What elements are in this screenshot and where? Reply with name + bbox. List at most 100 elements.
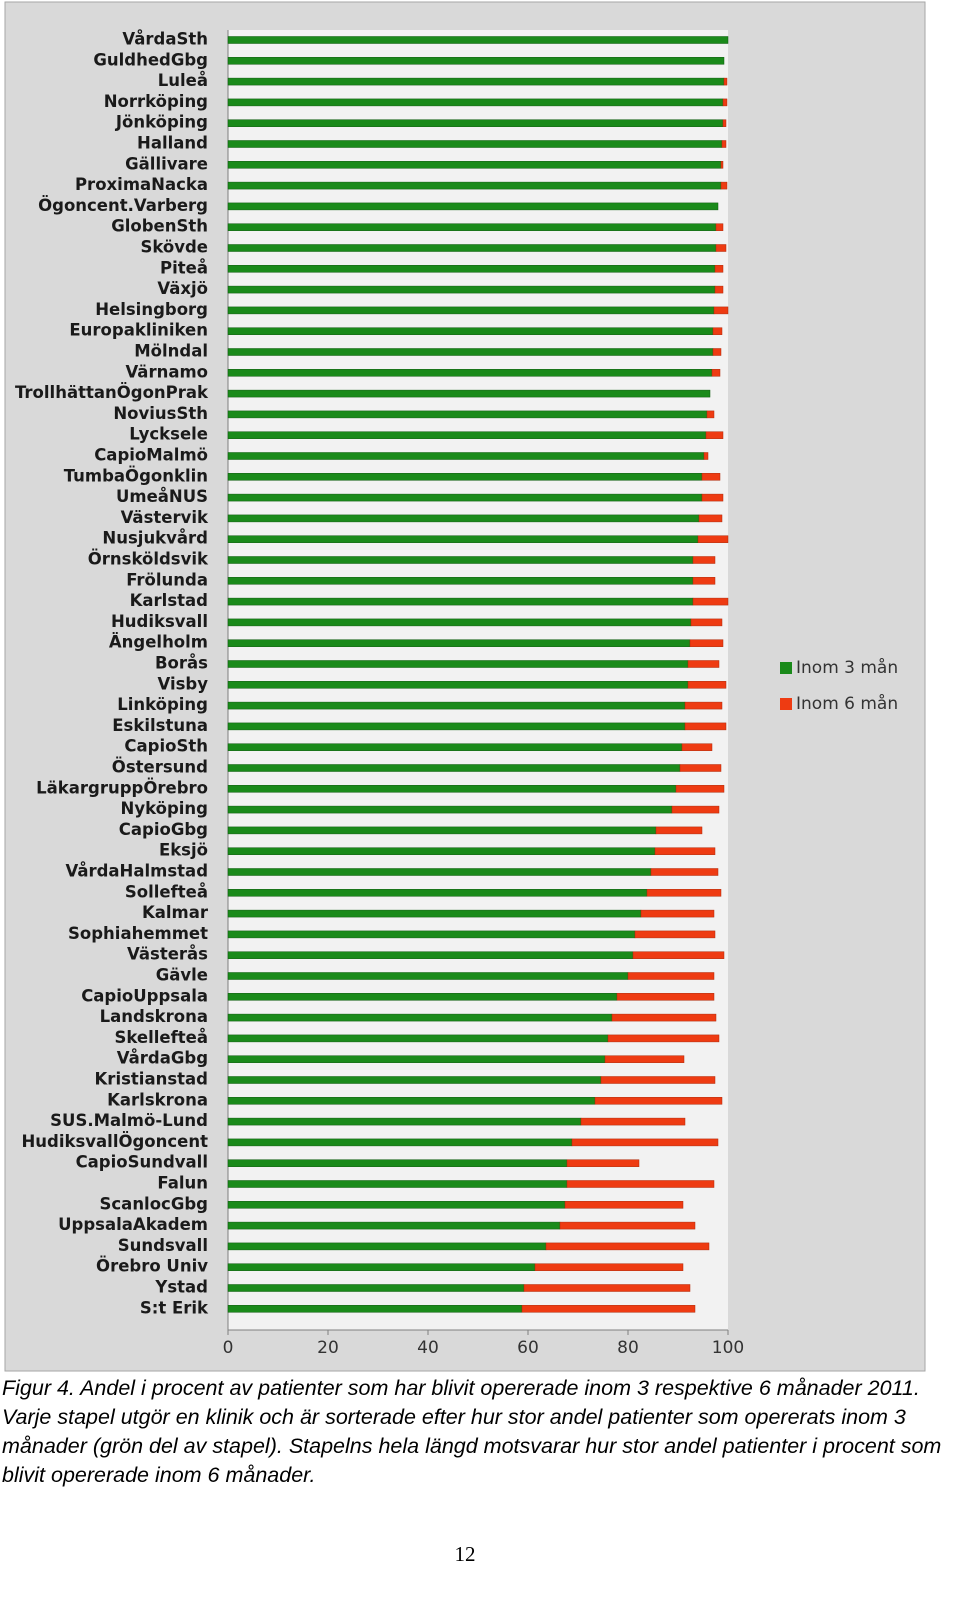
x-tick-label: 100 [712, 1338, 744, 1358]
bar-segment [227, 1180, 568, 1188]
y-tick-label: Luleå [158, 71, 208, 90]
y-tick-label: Gällivare [125, 154, 208, 173]
y-tick-label: Östersund [112, 758, 208, 777]
y-tick-label: VårdaGbg [117, 1049, 208, 1068]
bar-segment [712, 327, 723, 335]
bar-segment [523, 1284, 691, 1292]
y-tick-label: Nusjukvård [102, 529, 208, 548]
bar-segment [227, 1263, 536, 1271]
bar-segment [671, 805, 720, 814]
y-tick-label: Jönköping [115, 113, 208, 132]
bar-segment [227, 556, 694, 564]
y-tick-label: GlobenSth [111, 217, 208, 236]
y-tick-label: Sophiahemmet [68, 924, 208, 943]
bar-segment [227, 161, 722, 169]
bar-segment [227, 660, 689, 668]
bar-segment [627, 972, 715, 980]
bar-segment [571, 1138, 719, 1147]
bar-segment [714, 265, 724, 273]
bar-segment [720, 181, 728, 190]
y-tick-label: Linköping [117, 695, 208, 714]
bar-segment [227, 764, 681, 772]
bar-segment [706, 410, 715, 419]
bar-segment [650, 868, 719, 876]
bar-segment [227, 639, 691, 647]
bar-segment [227, 327, 714, 335]
y-tick-label: CapioSth [124, 737, 208, 756]
y-tick-label: Karlstad [130, 591, 208, 610]
bar-segment [227, 98, 724, 107]
y-tick-label: Europakliniken [69, 321, 208, 340]
legend-swatch [780, 698, 792, 710]
y-tick-label: NoviusSth [113, 404, 208, 423]
bar-segment [227, 1076, 602, 1084]
bar-segment [227, 743, 683, 751]
y-tick-label: CapioMalmö [94, 446, 208, 465]
bar-segment [701, 473, 721, 481]
bar-segment [227, 930, 636, 939]
bar-segment [227, 140, 723, 148]
bar-segment [654, 847, 716, 855]
bar-segment [689, 639, 724, 647]
bar-segment [675, 785, 725, 793]
y-tick-label: VårdaSth [122, 30, 208, 49]
legend-label: Inom 6 mån [796, 693, 898, 714]
y-tick-label: Norrköping [104, 92, 208, 111]
bar-segment [227, 909, 642, 918]
bar-segment [715, 223, 724, 231]
y-tick-label: CapioUppsala [81, 986, 208, 1005]
bar-segment [227, 597, 694, 606]
bar-segment [227, 681, 689, 689]
y-tick-label: HudiksvallÖgoncent [21, 1132, 208, 1151]
bar-segment [227, 57, 725, 65]
bar-segment [521, 1305, 696, 1313]
bar-segment [227, 514, 700, 523]
bar-segment [227, 951, 634, 959]
y-tick-label: CapioGbg [119, 820, 208, 839]
bar-segment [227, 1138, 573, 1147]
bar-segment [681, 743, 713, 751]
bar-segment [687, 681, 727, 689]
bar-segment [227, 1097, 596, 1105]
bar-segment [227, 1034, 609, 1043]
bar-segment [684, 722, 727, 731]
y-tick-label: Västervik [121, 508, 209, 527]
y-tick-label: UppsalaAkadem [58, 1215, 208, 1234]
y-tick-label: CapioSundvall [76, 1153, 208, 1172]
bar-segment [227, 618, 692, 627]
y-tick-label: Sollefteå [125, 882, 208, 901]
bar-segment [684, 701, 723, 710]
bar-segment [227, 993, 618, 1001]
bar-segment [227, 1201, 566, 1209]
y-tick-label: GuldhedGbg [93, 50, 208, 69]
bar-segment [227, 701, 686, 710]
bar-segment [227, 722, 686, 731]
y-tick-label: VårdaHalmstad [65, 862, 208, 881]
bar-segment [227, 410, 708, 419]
bar-segment [227, 431, 707, 439]
bar-segment [723, 77, 728, 86]
bar-segment [655, 826, 703, 835]
bar-segment [566, 1180, 715, 1188]
bar-segment [227, 868, 652, 876]
bar-segment [227, 306, 715, 315]
y-tick-label: Mölndal [134, 342, 208, 361]
y-tick-label: Västerås [127, 945, 208, 964]
y-tick-label: Skövde [140, 238, 208, 257]
bar-segment [722, 119, 727, 127]
bar-segment [594, 1097, 723, 1105]
bar-segment [705, 431, 724, 439]
bar-segment [227, 1117, 582, 1126]
bar-segment [703, 452, 709, 460]
bar-segment [721, 140, 727, 148]
x-tick-label: 20 [317, 1338, 339, 1358]
x-tick-label: 80 [617, 1338, 639, 1358]
bar-segment [227, 1284, 525, 1292]
y-tick-label: Kalmar [142, 903, 209, 922]
y-tick-label: Ögoncent.Varberg [38, 196, 208, 215]
y-tick-label: Helsingborg [95, 300, 208, 319]
y-tick-label: Karlskrona [107, 1090, 208, 1109]
y-tick-label: Frölunda [126, 570, 208, 589]
y-tick-label: Kristianstad [95, 1070, 208, 1089]
bar-segment [692, 556, 716, 564]
